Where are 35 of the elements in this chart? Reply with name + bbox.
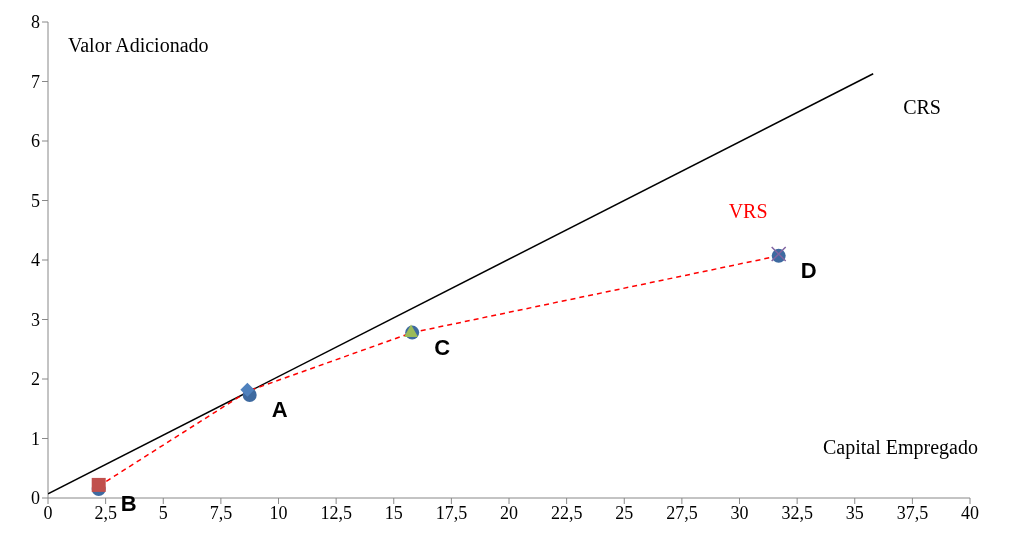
x-axis-title: Capital Empregado bbox=[823, 436, 978, 459]
x-tick-label: 40 bbox=[961, 502, 979, 523]
x-tick-label: 35 bbox=[845, 502, 864, 523]
x-tick-label: 22,5 bbox=[550, 502, 583, 523]
x-tick-label: 27,5 bbox=[666, 502, 698, 523]
y-tick-label: 6 bbox=[31, 131, 40, 152]
series-label: CRS bbox=[903, 95, 941, 118]
annotation: B bbox=[120, 491, 137, 517]
y-tick-label: 0 bbox=[31, 488, 40, 509]
x-tick-label: 17,5 bbox=[435, 502, 468, 523]
y-tick-label: 3 bbox=[31, 309, 40, 330]
y-tick-label: 1 bbox=[31, 428, 40, 449]
annotation: D bbox=[800, 257, 817, 283]
x-tick-label: 15 bbox=[384, 502, 403, 523]
x-tick-label: 5 bbox=[158, 502, 168, 523]
annotation: A bbox=[271, 397, 288, 423]
y-tick-label: 5 bbox=[31, 190, 40, 211]
x-tick-label: 12,5 bbox=[320, 502, 352, 523]
x-tick-label: 7,5 bbox=[209, 502, 233, 523]
point bbox=[240, 382, 255, 397]
annotation: C bbox=[434, 334, 451, 360]
y-tick-label: 7 bbox=[31, 71, 40, 92]
x-tick-label: 10 bbox=[269, 502, 288, 523]
y-tick-label: 4 bbox=[31, 250, 40, 271]
x-tick-label: 25 bbox=[615, 502, 634, 523]
x-tick-label: 37,5 bbox=[896, 502, 929, 523]
series-label: VRS bbox=[728, 199, 768, 222]
x-tick-label: 32,5 bbox=[781, 502, 813, 523]
y-axis-title: Valor Adicionado bbox=[68, 34, 209, 57]
y-tick-label: 8 bbox=[31, 12, 40, 33]
point bbox=[91, 477, 106, 492]
x-tick-label: 30 bbox=[730, 502, 749, 523]
x-tick-label: 2,5 bbox=[94, 502, 117, 523]
x-tick-label: 20 bbox=[500, 502, 518, 523]
y-tick-label: 2 bbox=[31, 369, 40, 390]
